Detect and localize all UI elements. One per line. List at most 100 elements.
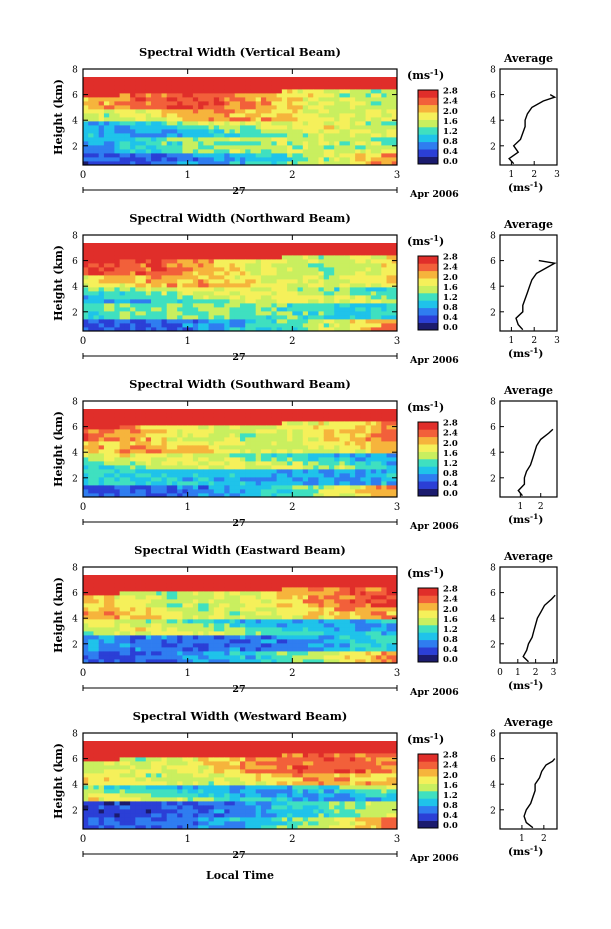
heatmap-cell: [198, 623, 204, 628]
heatmap-cell: [119, 117, 126, 122]
heatmap-cell: [365, 117, 372, 122]
heatmap-cell: [297, 425, 304, 430]
heatmap-cell: [166, 323, 173, 328]
heatmap-cell: [213, 149, 220, 154]
heatmap-cell: [240, 409, 246, 414]
heatmap-cell: [266, 595, 272, 600]
heatmap-cell: [302, 409, 309, 414]
heatmap-cell: [271, 461, 278, 466]
heatmap-cell: [187, 137, 194, 142]
heatmap-cell: [229, 97, 236, 102]
heatmap-cell: [119, 105, 126, 110]
heatmap-cell: [224, 413, 230, 418]
heatmap-cell: [203, 133, 209, 138]
colorbar-tick-label: 2.4: [443, 97, 458, 107]
heatmap-cell: [250, 441, 257, 446]
heatmap-cell: [203, 251, 209, 256]
heatmap-cell: [103, 149, 110, 154]
heatmap-cell: [140, 93, 147, 98]
heatmap-cell: [313, 251, 319, 256]
heatmap-cell: [370, 473, 377, 478]
heatmap-cell: [292, 457, 298, 462]
heatmap-cell: [114, 595, 121, 600]
heatmap-cell: [255, 433, 262, 438]
heatmap-cell: [376, 311, 382, 316]
heatmap-cell: [135, 251, 141, 256]
heatmap-cell: [318, 291, 325, 296]
heatmap-cell: [166, 599, 173, 604]
heatmap-cell: [171, 259, 178, 264]
heatmap-cell: [198, 469, 204, 474]
heatmap-cell: [119, 449, 126, 454]
heatmap-cell: [281, 97, 288, 102]
heatmap-cell: [323, 295, 330, 300]
heatmap-cell: [192, 81, 199, 86]
heatmap-cell: [219, 647, 225, 652]
heatmap-cell: [198, 315, 204, 320]
heatmap-cell: [124, 417, 131, 422]
heatmap-cell: [83, 639, 89, 644]
heatmap-cell: [318, 101, 325, 106]
heatmap-cell: [328, 291, 335, 296]
heatmap-cell: [255, 117, 262, 122]
heatmap-cell: [88, 611, 94, 616]
heatmap-cell: [386, 409, 393, 414]
heatmap-cell: [381, 283, 387, 288]
heatmap-cell: [355, 291, 361, 296]
heatmap-cell: [245, 271, 251, 276]
heatmap-cell: [334, 319, 340, 324]
heatmap-cell: [156, 659, 162, 664]
heatmap-cell: [192, 157, 199, 162]
heatmap-cell: [344, 291, 351, 296]
heatmap-cell: [266, 77, 272, 82]
heatmap-cell: [370, 161, 377, 166]
heatmap-cell: [334, 307, 340, 312]
heatmap-cell: [271, 477, 278, 482]
heatmap-cell: [114, 659, 121, 664]
heatmap-cell: [229, 105, 236, 110]
heatmap-cell: [308, 417, 314, 422]
heatmap-cell: [344, 101, 351, 106]
heatmap-cell: [213, 109, 220, 114]
heatmap-cell: [83, 433, 89, 438]
heatmap-cell: [355, 429, 361, 434]
heatmap-cell: [124, 599, 131, 604]
heatmap-cell: [213, 89, 220, 94]
heatmap-cell: [114, 255, 121, 260]
heatmap-cell: [271, 279, 278, 284]
heatmap-cell: [386, 161, 393, 166]
heatmap-cell: [355, 279, 361, 284]
heatmap-cell: [271, 417, 278, 422]
heatmap-cell: [166, 477, 173, 482]
heatmap-cell: [140, 635, 147, 640]
heatmap-cell: [308, 493, 314, 498]
heatmap-cell: [224, 611, 230, 616]
heatmap-cell: [365, 319, 372, 324]
heatmap-cell: [98, 469, 105, 474]
heatmap-cell: [323, 453, 330, 458]
heatmap-cell: [140, 619, 147, 624]
heatmap-cell: [83, 469, 89, 474]
heatmap-cell: [266, 603, 272, 608]
heatmap-cell: [245, 247, 251, 252]
heatmap-cell: [187, 279, 194, 284]
heatmap-cell: [308, 81, 314, 86]
heatmap-cell: [140, 303, 147, 308]
heatmap-cell: [386, 295, 393, 300]
heatmap-cell: [192, 607, 199, 612]
heatmap-cell: [93, 583, 100, 588]
heatmap-cell: [323, 93, 330, 98]
heatmap-cell: [88, 153, 94, 158]
heatmap-cell: [166, 473, 173, 478]
heatmap-cell: [198, 413, 204, 418]
heatmap-cell: [308, 125, 314, 130]
heatmap-cell: [323, 409, 330, 414]
heatmap-cell: [266, 465, 272, 470]
heatmap-cell: [229, 133, 236, 138]
heatmap-cell: [281, 85, 288, 90]
heatmap-cell: [381, 263, 387, 268]
heatmap-cell: [166, 643, 173, 648]
heatmap-cell: [213, 639, 220, 644]
heatmap-cell: [229, 153, 236, 158]
heatmap-cell: [151, 157, 157, 162]
